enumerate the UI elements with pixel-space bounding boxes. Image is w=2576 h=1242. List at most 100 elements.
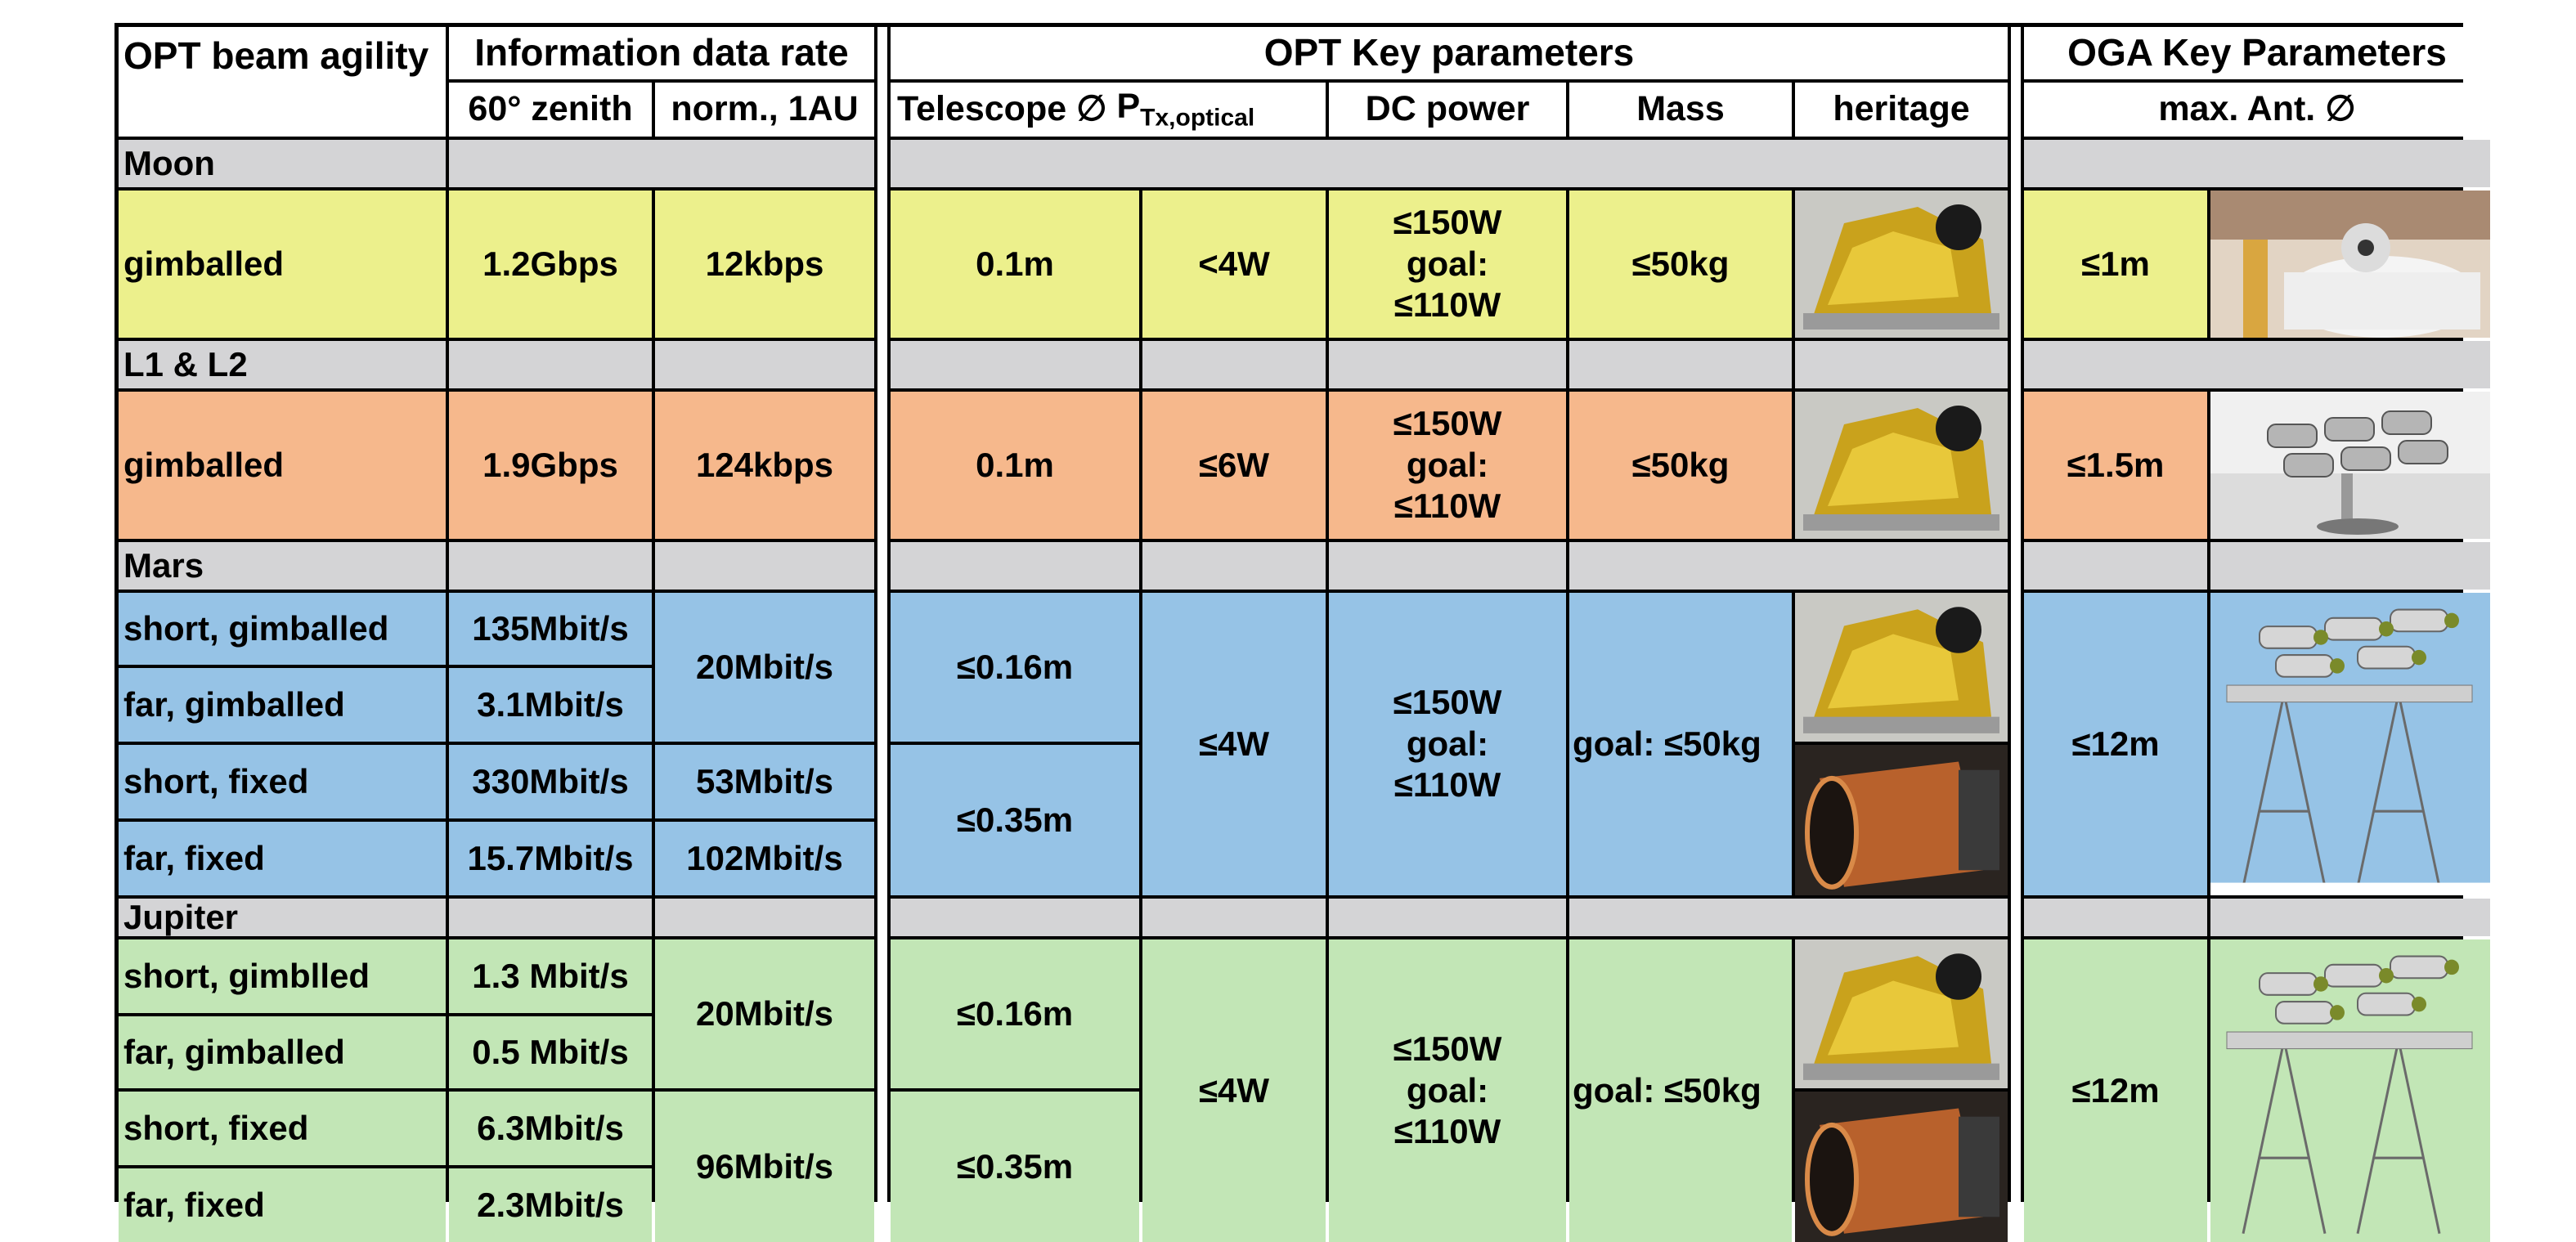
section-filler [2024,542,2207,590]
jupiter-dc-line2: goal: [1406,1070,1489,1110]
section-filler [2024,341,2490,388]
l1l2-ptx: ≤6W [1142,392,1326,539]
column-separator [877,27,887,1242]
mars-mass: goal: ≤50kg [1569,593,1792,895]
l1l2-dc-line2: goal: [1406,445,1489,484]
mars-oga-image [2210,593,2490,895]
jupiter-row-agility: short, gimblled [119,939,446,1013]
telescope-tower-array-diagram [2210,593,2490,895]
copper-telescope-photo [1795,745,2008,895]
header-telescope-ptx: Telescope ∅ PTx,optical [891,83,1326,137]
l1l2-telescope: 0.1m [891,392,1139,539]
section-mars: Mars [119,542,446,590]
gold-terminal-photo [1795,191,2008,338]
section-moon: Moon [119,140,446,187]
telescope-array-photo [2210,392,2490,539]
moon-dc-power: ≤150W goal: ≤110W [1329,191,1566,338]
telescope-tower-array-diagram [2210,939,2490,1242]
moon-agility: gimballed [119,191,446,338]
mars-telescope-fixed: ≤0.35m [891,745,1139,895]
moon-dc-line1: ≤150W [1393,203,1502,242]
l1l2-zenith: 1.9Gbps [449,392,652,539]
moon-heritage-image [1795,191,2008,338]
mars-telescope-gimballed: ≤0.16m [891,593,1139,742]
header-info-rate: Information data rate [449,27,874,79]
mars-row-agility: far, gimballed [119,668,446,742]
mars-norm-gimballed: 20Mbit/s [655,593,874,742]
mars-row-agility: short, gimballed [119,593,446,665]
jupiter-row-zenith: 2.3Mbit/s [449,1168,652,1242]
parameters-table: OPT beam agility Information data rate O… [114,23,2490,1242]
moon-ptx: <4W [1142,191,1326,338]
section-filler [1329,899,1566,936]
jupiter-dc-line1: ≤150W [1393,1029,1502,1069]
jupiter-ptx: ≤4W [1142,939,1326,1242]
jupiter-norm-fixed: 96Mbit/s [655,1092,874,1242]
jupiter-antenna: ≤12m [2024,939,2207,1242]
section-filler [891,140,2008,187]
header-heritage: heritage [1795,83,2008,137]
section-filler [449,542,652,590]
section-filler [655,341,874,388]
mars-row-zenith: 15.7Mbit/s [449,822,652,895]
jupiter-heritage-image-fixed [1795,1092,2008,1242]
header-zenith: 60° zenith [449,83,652,137]
moon-zenith: 1.2Gbps [449,191,652,338]
header-ptx-sub: Tx,optical [1140,104,1255,132]
l1l2-mass: ≤50kg [1569,392,1792,539]
mars-dc-line3: ≤110W [1393,765,1501,805]
gold-terminal-photo [1795,939,2008,1088]
mars-row-agility: far, fixed [119,822,446,895]
mars-norm-short-fixed: 53Mbit/s [655,745,874,818]
mars-dc-line2: goal: [1406,724,1489,763]
gold-terminal-photo [1795,392,2008,539]
l1l2-antenna: ≤1.5m [2024,392,2207,539]
l1l2-dc-line1: ≤150W [1393,404,1502,443]
mars-row-zenith: 330Mbit/s [449,745,652,818]
section-filler [891,542,1139,590]
header-max-ant: max. Ant. ∅ [2024,83,2490,137]
mars-norm-far-fixed: 102Mbit/s [655,822,874,895]
section-filler [2210,899,2490,936]
mars-ptx: ≤4W [1142,593,1326,895]
section-filler [1142,542,1326,590]
l1l2-agility: gimballed [119,392,446,539]
section-filler [1142,341,1326,388]
mars-row-zenith: 135Mbit/s [449,593,652,665]
section-filler [1329,542,1566,590]
l1l2-dc-line3: ≤110W [1393,486,1501,526]
dome-station-photo [2210,191,2490,338]
jupiter-dc-power: ≤150W goal: ≤110W [1329,939,1566,1242]
section-filler [655,899,874,936]
moon-dc-line2: goal: [1406,244,1489,283]
section-filler [655,542,874,590]
jupiter-row-zenith: 6.3Mbit/s [449,1092,652,1165]
section-filler [449,899,652,936]
header-ptx-main: P [1116,87,1141,127]
section-filler [891,899,1139,936]
section-jupiter: Jupiter [119,899,446,936]
section-filler [1569,341,1792,388]
mars-dc-power: ≤150W goal: ≤110W [1329,593,1566,895]
section-filler [2024,899,2207,936]
header-dc-power: DC power [1329,83,1566,137]
header-mass: Mass [1569,83,1792,137]
mars-dc-line1: ≤150W [1393,683,1502,722]
l1l2-dc-power: ≤150W goal: ≤110W [1329,392,1566,539]
jupiter-telescope-gimballed: ≤0.16m [891,939,1139,1088]
section-filler [2024,140,2490,187]
moon-mass: ≤50kg [1569,191,1792,338]
jupiter-mass: goal: ≤50kg [1569,939,1792,1242]
section-filler [1569,542,2008,590]
mars-row-agility: short, fixed [119,745,446,818]
column-separator [2011,27,2021,1242]
gold-terminal-photo [1795,593,2008,742]
header-beam-agility: OPT beam agility [119,27,446,137]
jupiter-row-zenith: 1.3 Mbit/s [449,939,652,1013]
section-filler [891,341,1139,388]
jupiter-row-agility: far, gimballed [119,1016,446,1088]
mars-row-zenith: 3.1Mbit/s [449,668,652,742]
section-filler [1329,341,1566,388]
section-filler [1569,899,2008,936]
jupiter-dc-line3: ≤110W [1393,1112,1501,1151]
